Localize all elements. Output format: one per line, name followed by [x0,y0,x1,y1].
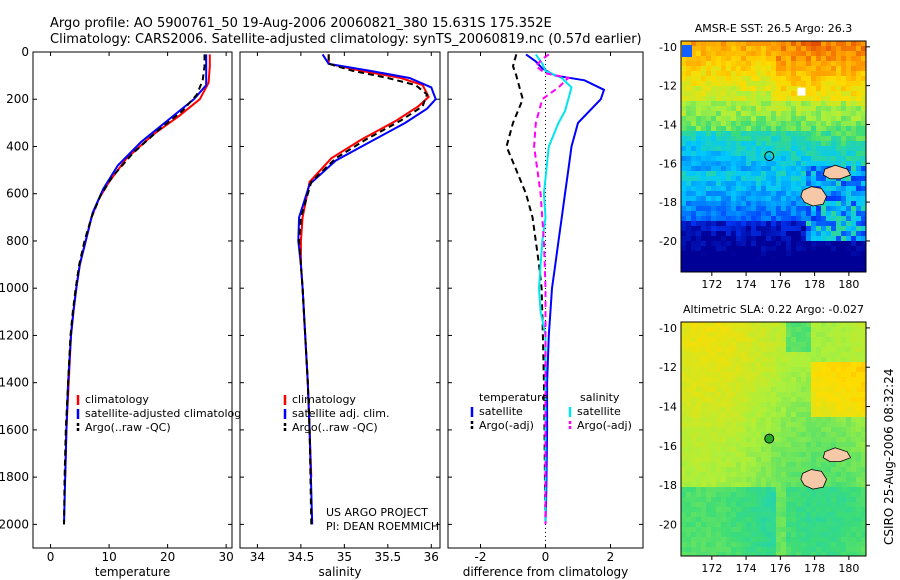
map-y-tick-label: -10 [659,322,677,335]
map-x-tick-label: 180 [838,278,859,291]
legend-title-salinity: salinity [580,391,620,404]
island-shape [800,469,828,490]
map-y-tick-label: -14 [659,118,677,131]
map-x-tick-label: 176 [770,278,791,291]
map-y-tick-label: -16 [659,157,677,170]
x-tick-label: 30 [219,550,234,564]
argo-location-marker [764,151,775,162]
map-y-tick-label: -18 [659,479,677,492]
legend-label: satellite [479,405,523,418]
island-shape [822,447,852,463]
x-tick-label: 2 [607,550,615,564]
plot-frame [239,51,441,549]
map-x-tick-label: 176 [770,562,791,575]
x-tick-label: 35 [337,550,352,564]
sst-map-panel: AMSR-E SST: 26.5 Argo: 26.3 172 174 176 178 1… [659,22,870,291]
sst-patch [682,45,692,57]
header-line1: Argo profile: AO 5900761_50 19-Aug-2006 … [50,16,552,31]
x-tick-label: 10 [101,550,116,564]
temperature-panel: 0 200 400 600 800 1000 1200 1400 1600 1800 2000 0 10… [0,45,248,579]
argo-location-marker [764,433,775,444]
y-tick-label: 1200 [0,328,29,342]
y-tick-label: 200 [6,92,29,106]
project-annotation: US ARGO PROJECT [326,506,428,519]
map-y-tick-label: -20 [659,519,677,532]
x-axis-label: difference from climatology [463,565,629,579]
x-tick-label: 36 [424,550,439,564]
y-tick-label: 0 [21,45,29,59]
legend-label: Argo(-adj) [479,419,534,432]
salinity-panel: 34 34.5 35 35.5 36 salinity climatologysatelli… [239,51,441,579]
sst-missing-cell [797,87,806,96]
x-tick-label: 0 [542,550,550,564]
y-tick-label: 1400 [0,376,29,390]
legend-label: Argo(..raw -QC) [85,421,171,434]
x-tick-label: 0 [47,550,55,564]
y-tick-label: 400 [6,139,29,153]
x-tick-label: 34 [250,550,265,564]
legend-label: climatology [85,393,149,406]
island-shape [822,164,852,180]
map-y-tick-label: -14 [659,401,677,414]
y-tick-label: 2000 [0,517,29,531]
map-y-tick-label: -12 [659,80,677,93]
map-x-tick-label: 174 [736,278,757,291]
x-tick-label: 35.5 [374,550,401,564]
map-y-tick-label: -12 [659,361,677,374]
sla-map-panel: Altimetric SLA: 0.22 Argo: -0.027 172 174 1… [659,303,870,575]
map-y-tick-label: -20 [659,235,677,248]
fiji-islands [800,447,852,490]
map-y-tick-label: -10 [659,41,677,54]
legend-title-temperature: temperature [479,391,548,404]
legend-label: climatology [292,393,356,406]
map-x-tick-label: 174 [736,562,757,575]
map-x-tick-label: 178 [804,278,825,291]
series-line-salinity-argo-adj- [533,53,571,525]
series-line-temperature-satellite [525,53,606,525]
legend-label: satellite-adjusted climatology [85,407,248,420]
x-tick-label: 34.5 [288,550,315,564]
series-line-argo-raw-qc- [298,54,429,525]
island-shape [800,186,828,207]
series-line-argo-raw-qc- [63,54,206,525]
map-title: Altimetric SLA: 0.22 Argo: -0.027 [683,303,864,316]
map-x-tick-label: 172 [701,562,722,575]
sla-map-color-field [681,322,866,556]
map-frame [680,40,867,273]
y-tick-label: 1800 [0,470,29,484]
header-line2: Climatology: CARS2006. Satellite-adjuste… [50,32,642,47]
map-frame [680,321,867,557]
legend-label: Argo(..raw -QC) [292,421,378,434]
project-annotation: PI: DEAN ROEMMICH [326,520,439,533]
series-line-satellite-adj-clim- [297,53,437,525]
x-tick-label: 20 [160,550,175,564]
fiji-islands [800,164,852,207]
x-tick-label: -2 [475,550,487,564]
map-y-tick-label: -18 [659,196,677,209]
legend-label: satellite [577,405,621,418]
map-title: AMSR-E SST: 26.5 Argo: 26.3 [695,22,853,35]
map-y-tick-label: -16 [659,440,677,453]
y-tick-label: 800 [6,234,29,248]
side-timestamp: CSIRO 25-Aug-2006 08:32:24 [882,369,896,545]
y-tick-label: 600 [6,187,29,201]
map-x-tick-label: 172 [701,278,722,291]
y-tick-label: 1000 [0,281,29,295]
map-x-tick-label: 178 [804,562,825,575]
x-axis-label: temperature [95,565,170,579]
x-axis-label: salinity [318,565,361,579]
plot-frame [32,51,233,549]
y-tick-label: 1600 [0,423,29,437]
legend-label: Argo(-adj) [577,419,632,432]
map-x-tick-label: 180 [838,562,859,575]
legend-label: satellite adj. clim. [292,407,389,420]
